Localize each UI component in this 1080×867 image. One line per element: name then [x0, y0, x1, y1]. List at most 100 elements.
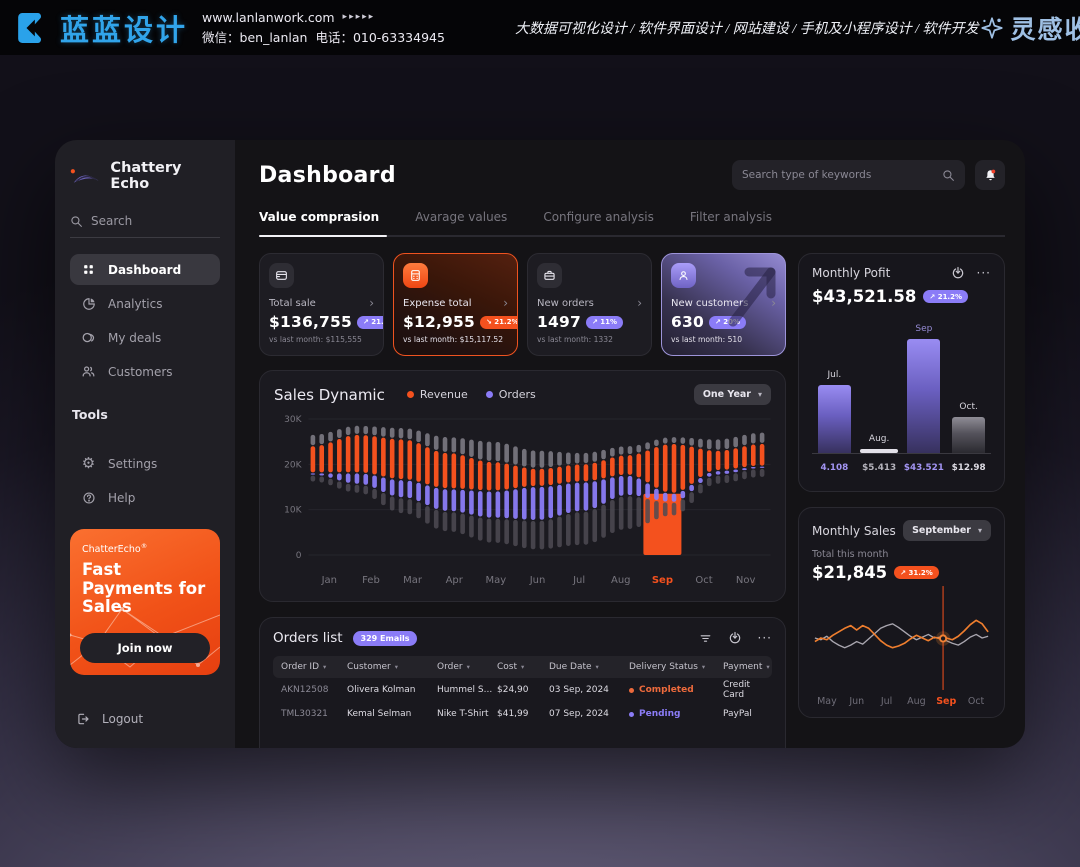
sidebar-item-dashboard[interactable]: Dashboard — [70, 254, 220, 285]
tab-filter-analysis[interactable]: Filter analysis — [689, 210, 772, 224]
column-header[interactable]: Order ▾ — [437, 662, 470, 672]
sidebar-item-analytics[interactable]: Analytics — [70, 288, 220, 319]
trend-badge: ↗ 21.2% — [923, 290, 968, 303]
sidebar-search[interactable] — [70, 214, 220, 238]
table-row[interactable]: AKN12508 Olivera Kolman Hummel S... $24,… — [281, 680, 751, 700]
sidebar-item-label: Help — [108, 490, 136, 505]
sidebar-nav: Dashboard Analytics My deals — [70, 254, 220, 387]
sales-total: $21,845 — [812, 563, 888, 582]
gear-icon: ⚙ — [81, 454, 96, 472]
chevron-down-icon: ▾ — [766, 663, 770, 671]
column-header[interactable]: Delivery Status ▾ — [629, 662, 706, 672]
chevron-down-icon: ▾ — [757, 390, 762, 399]
column-header[interactable]: Payment ▾ — [723, 662, 770, 672]
column-header[interactable]: Order ID ▾ — [281, 662, 327, 672]
more-options-icon[interactable]: ··· — [757, 631, 772, 645]
legend-label: Revenue — [419, 388, 468, 401]
svg-text:Jun: Jun — [529, 575, 546, 586]
stat-card-expense-total[interactable]: Expense total › $12,955 ↘ 21.2% vs last mo… — [393, 253, 518, 356]
svg-text:Oct: Oct — [695, 575, 712, 586]
stat-card-new-orders[interactable]: New orders › 1497 ↗ 11% vs last month: 133… — [527, 253, 652, 356]
sidebar-item-help[interactable]: Help — [70, 482, 220, 513]
panel-title: Monthly Pofit — [812, 266, 891, 280]
profit-bar-oct: Oct. — [946, 316, 991, 453]
app-name: Chattery Echo — [110, 160, 182, 192]
profit-total: $43,521.58 — [812, 287, 917, 306]
stat-label: New orders — [537, 297, 594, 309]
svg-text:May: May — [486, 575, 507, 586]
tools-nav: ⚙ Settings Help — [70, 448, 220, 513]
main-search-input[interactable] — [742, 169, 942, 181]
logout-button[interactable]: Logout — [70, 706, 220, 732]
export-icon[interactable] — [951, 266, 965, 280]
sparkle-icon — [980, 16, 1003, 39]
promo-brand: ChatterEcho® — [82, 542, 148, 556]
chevron-right-icon[interactable]: › — [503, 296, 508, 310]
sales-x-labels: May Jun Jul Aug Sep Oct — [812, 696, 991, 710]
more-options-icon[interactable]: ··· — [976, 266, 991, 280]
stat-comparison: vs last month: $115,555 — [269, 335, 362, 344]
svg-text:0: 0 — [296, 551, 302, 561]
export-icon[interactable] — [728, 631, 742, 645]
sales-dynamic-chart: 30K 20K 10K 0 Jan Feb Mar Apr May Jun Jul Aug Sep Oct… — [284, 415, 771, 586]
chevron-right-icon[interactable]: › — [369, 296, 374, 310]
stat-card-new-customers[interactable]: New customers › 630 ↗ 20% vs last month: 5… — [661, 253, 786, 356]
profit-value-label: $43.521 — [903, 463, 944, 473]
chevron-down-icon: ▾ — [394, 663, 398, 671]
sidebar-item-label: Dashboard — [108, 262, 182, 277]
profit-value-label: $5.413 — [862, 463, 897, 473]
main-area: Dashboard — [235, 140, 1025, 748]
services-list: 大数据可视化设计 / 软件界面设计 / 网站建设 / 手机及小程序设计 / 软件… — [514, 21, 979, 37]
table-row[interactable]: TML30321 Kemal Selman Nike T-Shirt $41,9… — [281, 709, 752, 719]
tab-avarage-values[interactable]: Avarage values — [415, 210, 508, 224]
tab-value-comprasion[interactable]: Value comprasion — [259, 210, 388, 237]
month-selector[interactable]: September ▾ — [903, 520, 991, 541]
stat-comparison: vs last month: 1332 — [537, 335, 613, 344]
app-logo: Chattery Echo — [70, 160, 220, 192]
join-now-button[interactable]: Join now — [80, 633, 210, 663]
profit-value-label: $12.98 — [951, 463, 986, 473]
chevron-right-icon[interactable]: › — [637, 296, 642, 310]
stat-card-total-sale[interactable]: Total sale › $136,755 ↗ 21.2% vs last mont… — [259, 253, 384, 356]
x-axis-label: Sep — [936, 696, 957, 707]
svg-text:Jan: Jan — [321, 575, 337, 586]
sidebar-item-my-deals[interactable]: My deals — [70, 322, 220, 353]
profit-values-row: 4.108 $5.413 $43.521 $12.98 — [812, 463, 991, 473]
sidebar-search-input[interactable] — [91, 214, 201, 228]
pie-chart-icon — [80, 297, 97, 311]
stat-value: 630 — [671, 313, 704, 331]
profit-bar-sep: Sep — [902, 316, 947, 453]
help-icon — [80, 491, 97, 505]
wechat-id: 微信：ben_lanlan — [202, 29, 308, 45]
orders-list-panel: Orders list 329 Emails ··· Order ID ▾ Cus… — [259, 617, 786, 748]
calculator-icon — [403, 263, 428, 288]
chart-title: Sales Dynamic — [274, 385, 385, 404]
tab-configure-analysis[interactable]: Configure analysis — [543, 210, 654, 224]
revenue-legend-dot — [406, 391, 414, 398]
chevron-right-icon[interactable]: › — [771, 296, 776, 310]
notifications-button[interactable] — [975, 160, 1005, 190]
stat-label: Expense total — [403, 297, 472, 309]
grid-icon — [80, 263, 97, 276]
trend-badge: ↗ 21.2% — [356, 315, 383, 329]
column-header[interactable]: Due Date ▾ — [549, 662, 599, 672]
wave-logo-icon — [70, 169, 99, 183]
period-selector[interactable]: One Year ▾ — [693, 384, 771, 405]
trend-badge: ↘ 21.2% — [480, 315, 517, 329]
x-axis-label: Jun — [849, 696, 865, 707]
svg-text:Sep: Sep — [652, 575, 673, 586]
legend-label: Orders — [498, 388, 536, 401]
column-header[interactable]: Customer ▾ — [347, 662, 398, 672]
stat-label: New customers — [671, 297, 749, 309]
svg-text:Apr: Apr — [446, 575, 464, 586]
orders-legend-dot — [485, 391, 493, 398]
filter-icon[interactable] — [699, 632, 712, 645]
monthly-sales-chart — [814, 586, 989, 690]
main-search[interactable] — [732, 160, 965, 190]
column-header[interactable]: Cost ▾ — [497, 662, 525, 672]
sidebar-item-settings[interactable]: ⚙ Settings — [70, 448, 220, 479]
stat-cards: Total sale › $136,755 ↗ 21.2% vs last mont… — [259, 253, 786, 356]
svg-text:20K: 20K — [284, 460, 302, 470]
sidebar-item-customers[interactable]: Customers — [70, 356, 220, 387]
svg-text:Mar: Mar — [403, 575, 423, 586]
